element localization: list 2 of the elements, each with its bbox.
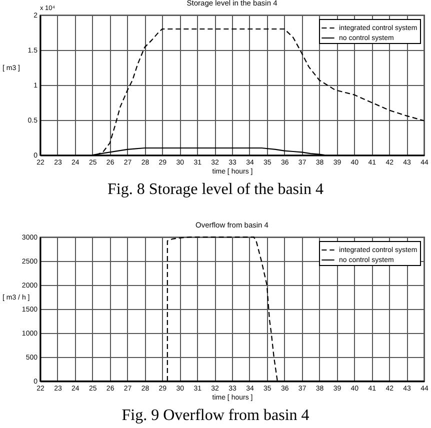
- caption: Fig. 9 Overflow from basin 4: [122, 406, 310, 426]
- caption: Fig. 8 Storage level of the basin 4: [108, 180, 324, 200]
